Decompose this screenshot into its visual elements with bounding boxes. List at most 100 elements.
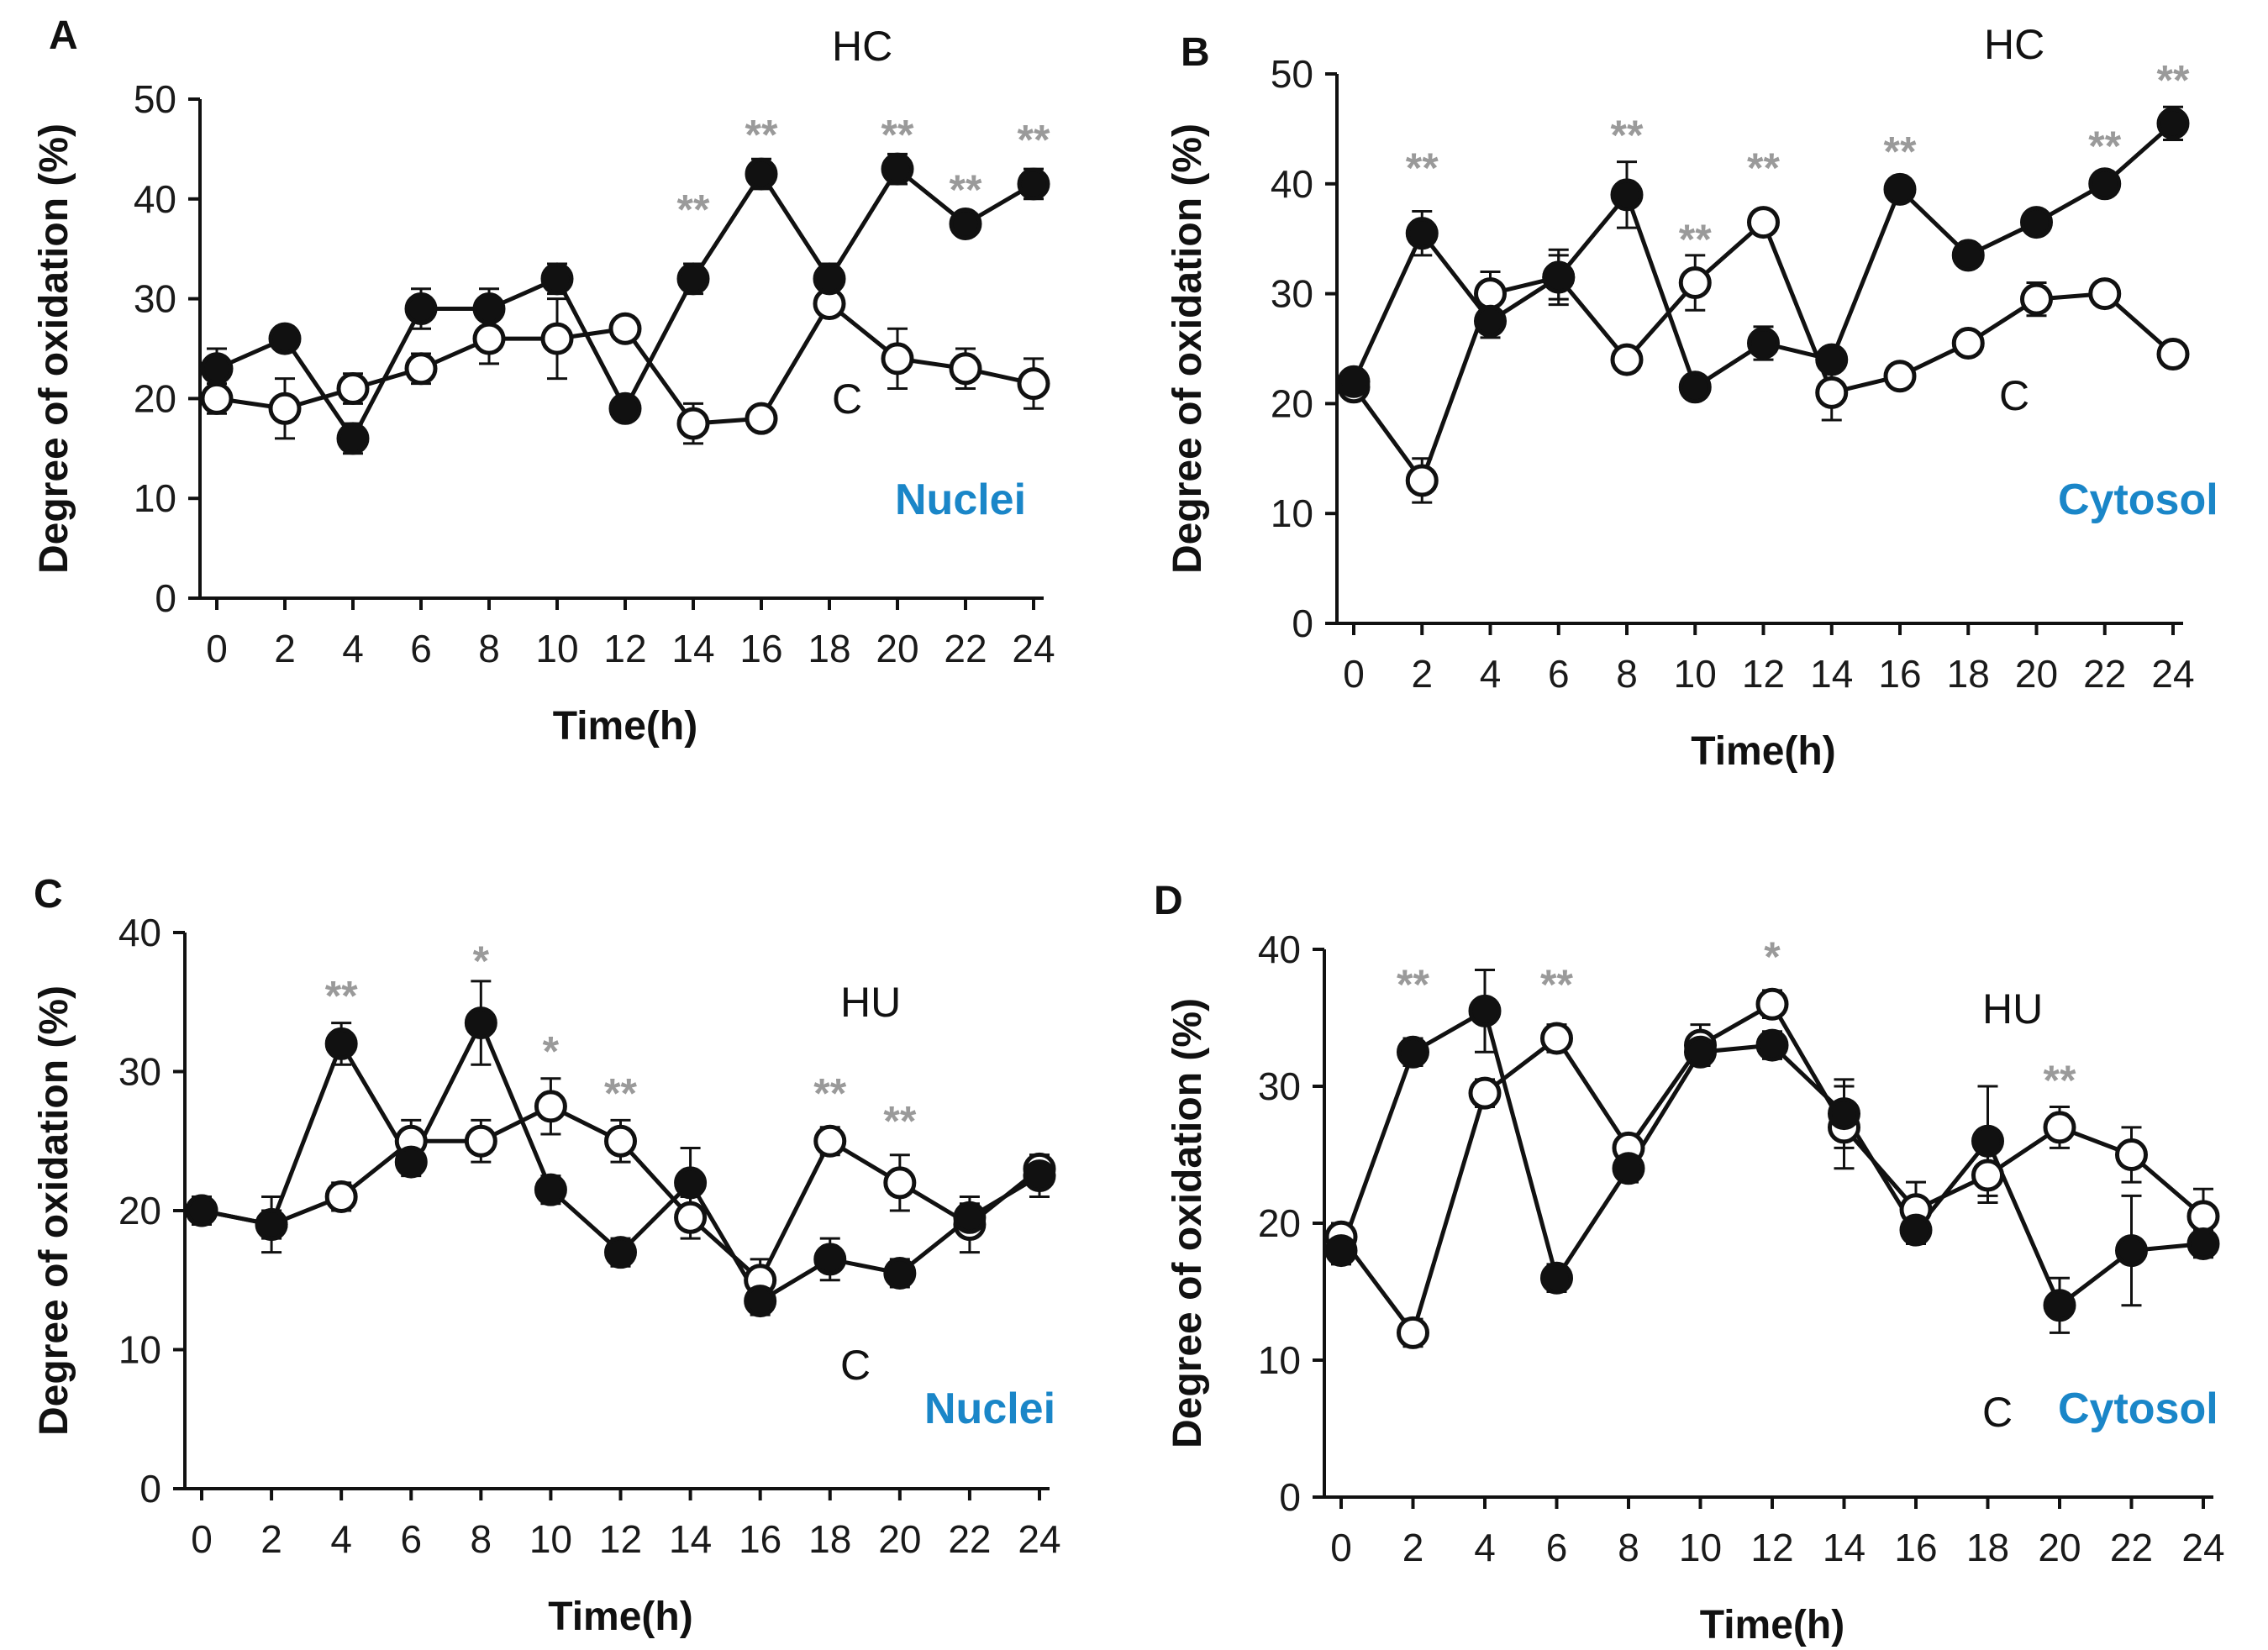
panel-a-y-tick-label: 30 (134, 277, 176, 321)
panel-a-x-tick-label: 20 (876, 627, 918, 670)
panel-d-y-tick-label: 20 (1258, 1201, 1301, 1245)
panel-d-control-point (1468, 1076, 1502, 1110)
panel-d-x-tick-label: 24 (2181, 1526, 2224, 1569)
panel-d-control-point (1971, 1159, 2004, 1192)
panel-b-x-tick-label: 24 (2151, 652, 2194, 696)
panel-a-control-point (404, 352, 438, 386)
panel-a-letter: A (49, 13, 78, 58)
panel-d-treatment-label: HU (1982, 985, 2043, 1033)
panel-c-significance-mark: * (473, 938, 490, 985)
panel-c-treatment-point (883, 1256, 917, 1290)
panel-a-treatment-point (608, 391, 642, 425)
panel-c-x-tick-label: 16 (739, 1517, 781, 1561)
panel-d-x-tick-label: 6 (1546, 1526, 1568, 1569)
panel-c-significance-mark: ** (813, 1069, 846, 1117)
panel-c-treatment-label: HU (840, 979, 901, 1026)
panel-b-y-tick-label: 50 (1271, 52, 1313, 96)
panel-d-y-tick-label: 10 (1258, 1338, 1301, 1382)
panel-a-treatment-point (540, 262, 574, 296)
panel-a-control-point (200, 381, 234, 415)
panel-c-x-tick-label: 20 (878, 1517, 921, 1561)
panel-c-treatment-point (674, 1166, 708, 1200)
panel-b-significance-mark: ** (2157, 57, 2190, 104)
panel-b-treatment-point (1951, 239, 1985, 272)
panel-b-treatment-point (1405, 217, 1439, 250)
panel-d-treatment-point (1468, 994, 1502, 1027)
panel-a-y-tick-label: 20 (134, 376, 176, 420)
panel-a-control-point (1017, 367, 1050, 401)
panel-b-control-point (2088, 277, 2122, 311)
panel-b-significance-mark: ** (1747, 145, 1780, 192)
panel-d-significance-mark: ** (1540, 961, 1573, 1008)
panel-b-treatment-point (1747, 326, 1780, 360)
panel-d-x-tick-label: 16 (1894, 1526, 1937, 1569)
panel-c-treatment-point (1023, 1159, 1056, 1193)
panel-b-treatment-point (2088, 167, 2122, 201)
panel-b-y-tick-label: 20 (1271, 381, 1313, 425)
panel-c-x-tick-label: 12 (599, 1517, 642, 1561)
panel-c-control-point (324, 1180, 358, 1213)
panel-c-x-tick-label: 4 (330, 1517, 352, 1561)
panel-d-y-tick-label: 30 (1258, 1064, 1301, 1108)
panel-c-x-tick-label: 8 (471, 1517, 492, 1561)
panel-c-x-tick-label: 22 (948, 1517, 991, 1561)
panel-b-control-point (1610, 343, 1644, 376)
panel-c-x-tick-label: 14 (669, 1517, 712, 1561)
panel-b-treatment-point (1610, 178, 1644, 212)
panel-d-treatment-point (2043, 1289, 2076, 1322)
panel-a-x-tick-label: 22 (944, 627, 987, 670)
panel-d-x-tick-label: 4 (1474, 1526, 1496, 1569)
panel-d-control-point (1755, 987, 1789, 1021)
panel-c-treatment-point (394, 1145, 428, 1179)
panel-d-y-axis-title: Degree of oxidation (%) (1166, 998, 1210, 1448)
panel-d-treatment-point (2115, 1234, 2148, 1268)
panel-d-treatment-point (1612, 1152, 1645, 1185)
panel-b-letter: B (1181, 30, 1210, 75)
panel-d-y-tick-label: 40 (1258, 927, 1301, 971)
panel-d-treatment-point (1684, 1035, 1717, 1069)
panel-b-control-point (1474, 277, 1507, 311)
panel-a-x-axis-title: Time(h) (553, 704, 697, 749)
panel-c-control-label: C (840, 1342, 871, 1389)
panel-a-treatment-point (949, 208, 982, 240)
panel-a-control-point (608, 312, 642, 345)
panel-c-treatment-point (744, 1285, 777, 1318)
panel-a-y-tick-label: 10 (134, 476, 176, 520)
panel-a-significance-mark: ** (881, 112, 914, 159)
panel-d-x-tick-label: 0 (1330, 1526, 1352, 1569)
panel-a-y-tick-label: 0 (155, 576, 176, 620)
panel-d-x-tick-label: 8 (1618, 1526, 1639, 1569)
panel-a-treatment-point (676, 262, 710, 296)
panel-d-control-point (2043, 1111, 2076, 1144)
panel-b-control-point (1815, 376, 1849, 409)
panel-d-control-point (1397, 1316, 1429, 1349)
panel-d-treatment-point (1397, 1035, 1429, 1069)
panel-d-x-tick-label: 14 (1823, 1526, 1865, 1569)
panel-b-y-axis-title: Degree of oxidation (%) (1166, 123, 1210, 574)
panel-a-x-tick-label: 0 (206, 627, 228, 670)
panel-b-control-label: C (1999, 372, 2029, 419)
panel-b-treatment-point (1815, 343, 1849, 376)
panel-d-treatment-point (1828, 1097, 1860, 1131)
panel-a-x-tick-label: 4 (342, 627, 364, 670)
panel-d-control-label: C (1982, 1389, 2013, 1436)
panel-c-y-tick-label: 30 (118, 1050, 161, 1094)
panel-b-significance-mark: ** (2088, 123, 2121, 170)
panel-d-y-tick-label: 0 (1279, 1475, 1301, 1519)
panel-b-x-tick-label: 10 (1674, 652, 1717, 696)
panel-a-treatment-point (472, 292, 506, 325)
panel-b-x-tick-label: 8 (1616, 652, 1638, 696)
panel-d-control-point (1540, 1022, 1573, 1055)
panel-a-x-tick-label: 24 (1012, 627, 1055, 670)
panel-b-treatment-point (2156, 107, 2190, 140)
panel-c-treatment-point (534, 1173, 567, 1206)
panel-a-control-point (881, 342, 914, 376)
panel-b-x-tick-label: 20 (2015, 652, 2058, 696)
panel-c-x-axis-title: Time(h) (548, 1595, 692, 1639)
panel-c-control-point (883, 1166, 917, 1200)
panel-c-x-tick-label: 24 (1018, 1517, 1060, 1561)
panel-d-treatment-point (2186, 1227, 2220, 1260)
panel-a-x-tick-label: 8 (478, 627, 500, 670)
